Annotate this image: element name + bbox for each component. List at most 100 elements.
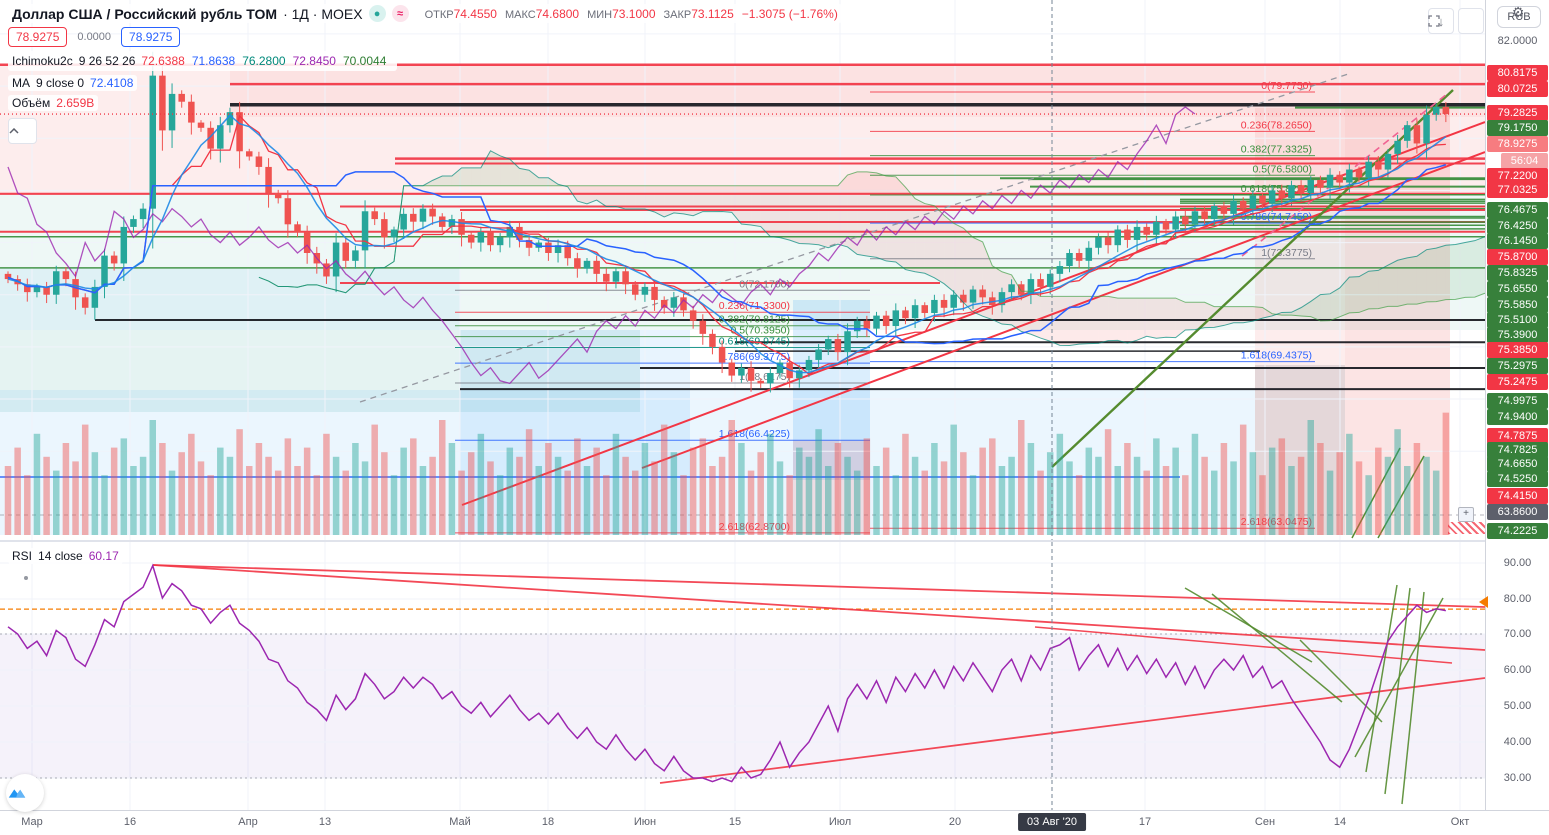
symbol-meta[interactable]: · 1Д · MOEX	[283, 5, 363, 22]
maximize-pane-button[interactable]	[1428, 8, 1484, 34]
volume-bar	[139, 456, 147, 535]
tradingview-logo-button[interactable]	[6, 774, 44, 812]
volume-bar	[767, 433, 774, 535]
candle-body	[1153, 221, 1160, 235]
volume-bar	[873, 466, 880, 535]
ma-legend-row[interactable]: MA 9 close 0 72.4108	[8, 75, 138, 91]
ichimoku-cloud	[1416, 249, 1427, 305]
volume-bar	[361, 461, 369, 535]
gear-icon[interactable]: ⚙	[1511, 4, 1525, 20]
candle-body	[1297, 185, 1305, 194]
candle-body	[487, 232, 494, 246]
mountain-logo-icon	[8, 789, 26, 798]
maximize-icon	[1428, 15, 1440, 27]
ichimoku-legend-row[interactable]: Ichimoku2c 9 26 52 26 72.6388 71.8638 76.2…	[8, 51, 398, 71]
legend-collapse-button[interactable]	[8, 118, 37, 144]
ichimoku-cloud	[905, 187, 916, 272]
volume-bar	[1268, 447, 1276, 535]
shaded-zone	[0, 330, 640, 412]
fib-level-label: 1.618(66.4225)	[719, 428, 790, 440]
price-scale-label: 76.4675	[1487, 202, 1548, 218]
candle-body	[91, 286, 99, 308]
time-axis[interactable]: Мар 16 Апр 13 Май 18 Июн 15 Июл 20 17 Сен 14 Окт 03 Ав…	[0, 810, 1549, 835]
price-scale-label: 74.5250	[1487, 471, 1548, 487]
volume-legend-row[interactable]: Объём 2.659B	[8, 95, 99, 111]
rsi-trendline	[1211, 593, 1343, 703]
low-label: МИН	[587, 8, 613, 21]
candle-body	[1018, 284, 1025, 295]
candle-body	[274, 193, 282, 199]
main-chart-panel[interactable]: 0(72.1700)0.236(71.3300)0.382(70.8125)0.…	[0, 0, 1485, 541]
fib-level-label: 2.618(63.0475)	[1241, 516, 1312, 528]
price-buttons-row: 78.9275 0.0000 78.9275	[8, 27, 842, 47]
fib-level-label: 0.786(69.3775)	[719, 351, 790, 363]
open-value: 74.4550	[453, 6, 497, 21]
ichimoku-cloud	[741, 185, 752, 225]
ichimoku-cloud	[461, 167, 472, 186]
ichimoku-cloud	[1108, 296, 1118, 341]
tenkan-line	[7, 114, 1446, 375]
open-label: ОТКР	[424, 8, 454, 21]
volume-bar	[699, 438, 707, 535]
add-alert-plus-button[interactable]: +	[1458, 507, 1474, 522]
axis-settings-corner[interactable]: ⚙	[1485, 0, 1549, 25]
price-scale-label: 75.5100	[1487, 312, 1548, 328]
volume-bar	[1239, 424, 1247, 535]
buy-price-button[interactable]: 78.9275	[121, 27, 181, 47]
volume-bar	[1288, 466, 1295, 535]
candle-body	[1288, 185, 1295, 199]
candle-body	[1085, 247, 1093, 261]
senkou-a-line	[258, 150, 1485, 346]
volume-bar	[313, 475, 321, 535]
ichimoku-cloud	[509, 159, 520, 186]
candle-body	[1220, 206, 1228, 214]
price-scale-label: 74.4150	[1487, 488, 1548, 504]
volume-bar	[1095, 456, 1102, 535]
candle-body	[603, 273, 610, 282]
price-scale[interactable]: RUB 82.0000 80.8175 80.0725 79.2825 79.1750 7…	[1479, 0, 1549, 810]
symbol-row[interactable]: Доллар США / Российский рубль TOM · 1Д ·…	[8, 4, 842, 23]
ichimoku-cloud	[722, 185, 732, 213]
symbol-title[interactable]: Доллар США / Российский рубль TOM	[12, 5, 278, 22]
ichimoku-cloud	[1166, 298, 1176, 338]
price-scale-label: 75.6550	[1487, 281, 1548, 297]
volume-bar	[207, 475, 214, 535]
ichimoku-cloud	[1407, 256, 1417, 305]
candle-body	[62, 271, 70, 280]
rsi-legend[interactable]: RSI 14 close 60.17	[8, 548, 123, 568]
candle-body	[33, 286, 41, 293]
scroll-to-latest-button[interactable]: ↓	[1428, 8, 1454, 34]
ichimoku-cloud	[693, 185, 703, 216]
volume-bar	[1297, 456, 1305, 535]
volume-bar	[1423, 456, 1430, 535]
currency-toggle-button[interactable]: RUB	[1497, 6, 1541, 28]
volume-bar	[1104, 429, 1112, 535]
candle-body	[853, 320, 861, 332]
sell-price-button[interactable]: 78.9275	[8, 27, 68, 47]
rsi-scale-label: 50.00	[1503, 700, 1532, 712]
volume-bar	[1346, 433, 1353, 535]
approximate-data-icon[interactable]: ≈	[391, 5, 409, 22]
candle-body	[1104, 237, 1112, 246]
rsi-pane-dot	[24, 576, 28, 580]
candle-body	[448, 219, 456, 227]
time-axis-label: 20	[948, 816, 962, 828]
volume-bar	[632, 470, 639, 535]
ichimoku-params: 9 26 52 26	[78, 54, 136, 68]
volume-bar	[1075, 475, 1083, 535]
candle-body	[1143, 226, 1150, 235]
volume-bar	[554, 456, 562, 535]
time-axis-label: 16	[123, 816, 137, 828]
rsi-panel[interactable]	[0, 542, 1485, 810]
candle-body	[1239, 200, 1247, 209]
ichimoku-value: 72.8450	[292, 54, 336, 68]
chart-quick-buttons: ↓	[1428, 8, 1484, 34]
volume-bar	[217, 447, 224, 535]
volume-bar	[371, 424, 378, 535]
ichimoku-value: 76.2800	[242, 54, 286, 68]
candle-body	[622, 271, 629, 285]
price-scale-label: 75.3900	[1487, 327, 1548, 343]
panel-divider[interactable]	[0, 540, 1485, 542]
candle-body	[43, 286, 50, 295]
instrument-dot-icon[interactable]: ●	[368, 5, 386, 22]
